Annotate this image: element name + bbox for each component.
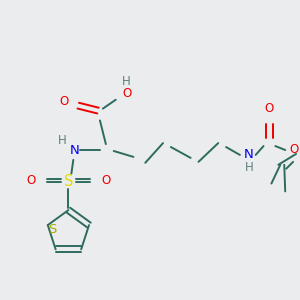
Text: N: N	[69, 143, 79, 157]
Text: O: O	[122, 87, 131, 100]
Text: O: O	[290, 142, 299, 155]
Text: H: H	[58, 134, 67, 147]
Text: O: O	[60, 95, 69, 108]
Text: H: H	[244, 161, 253, 174]
Text: O: O	[101, 174, 110, 187]
Text: N: N	[244, 148, 254, 161]
Text: S: S	[64, 174, 73, 189]
Text: H: H	[122, 76, 131, 88]
Text: O: O	[265, 102, 274, 115]
Text: O: O	[26, 174, 36, 187]
Text: S: S	[49, 223, 57, 236]
